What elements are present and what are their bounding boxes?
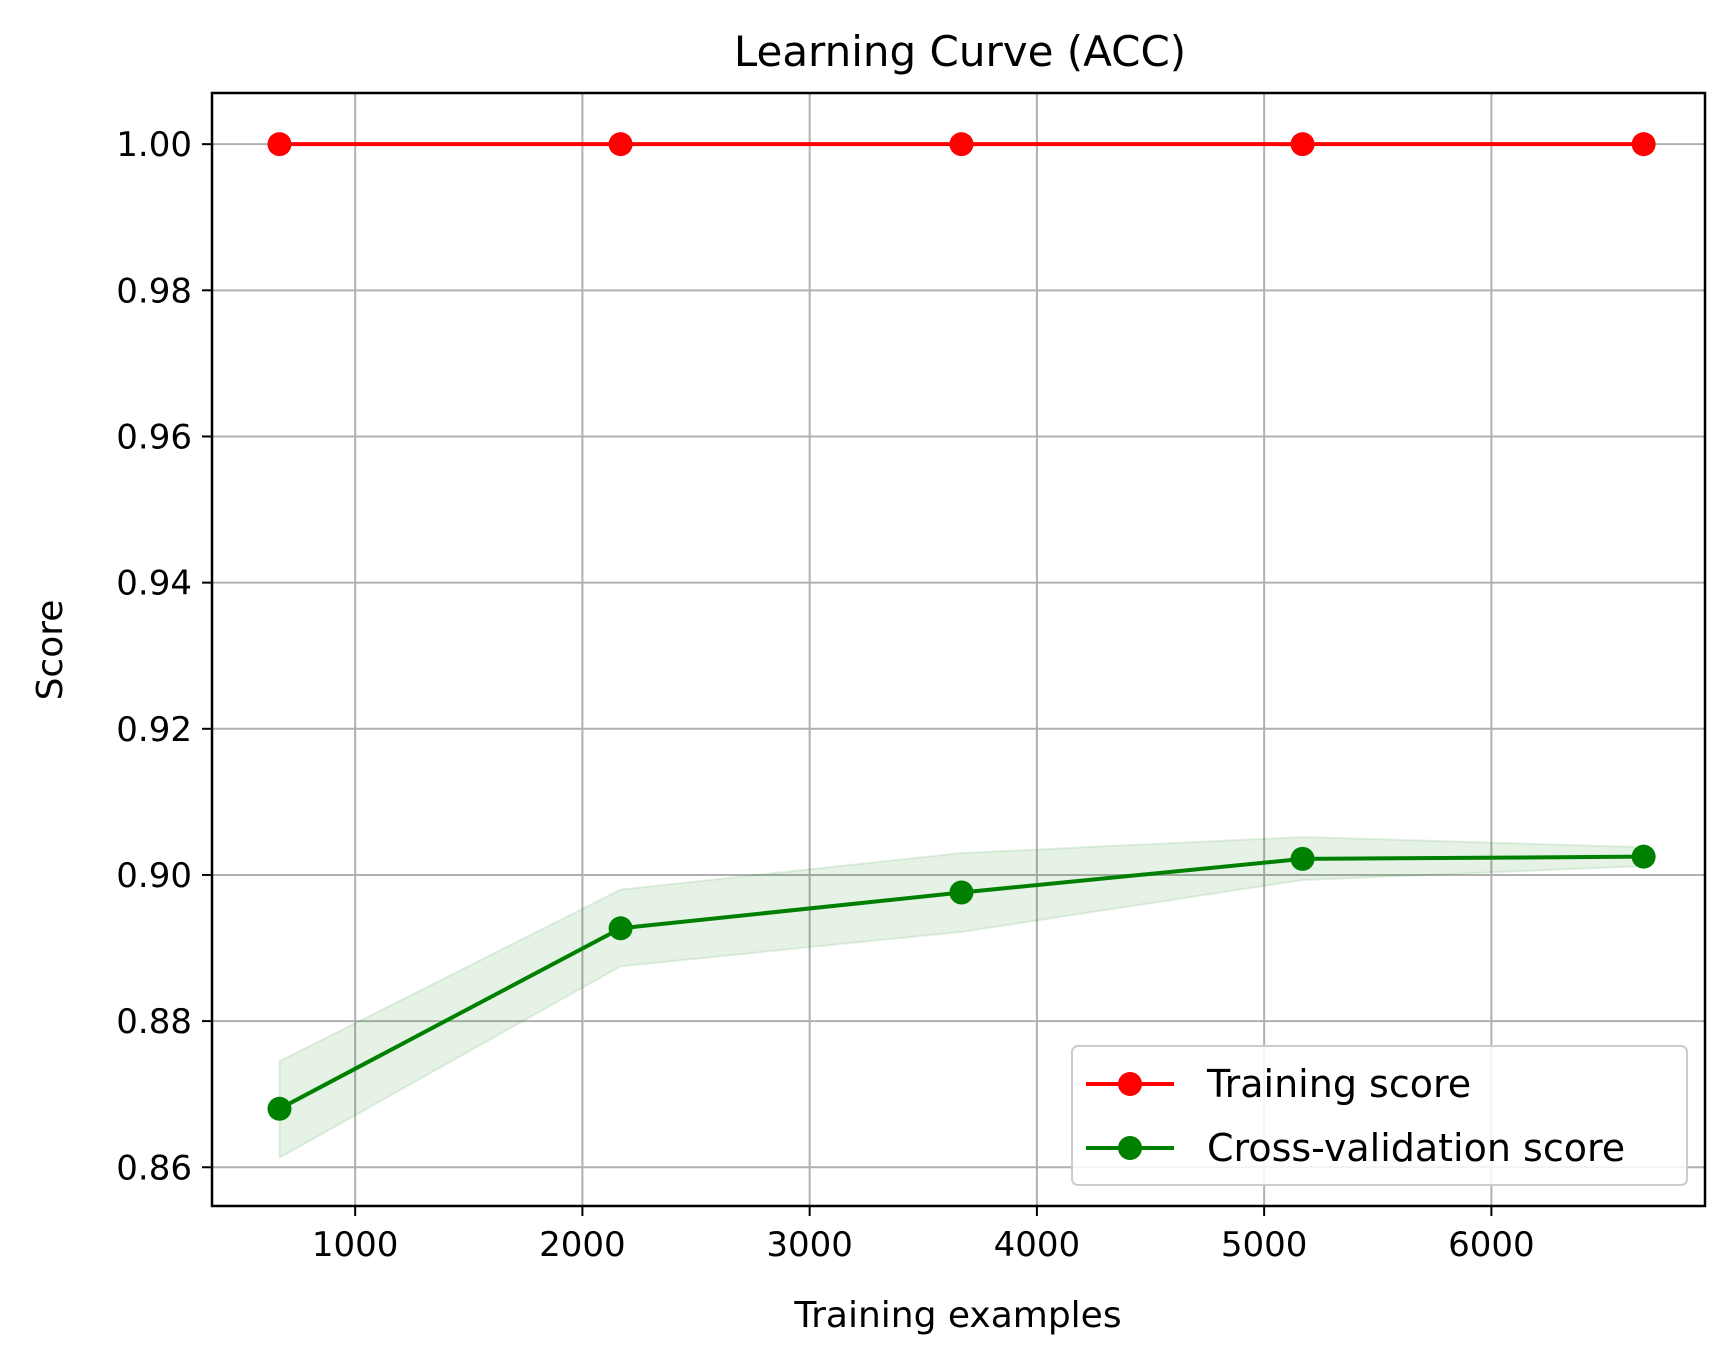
x-axis-label: Training examples: [793, 1295, 1121, 1336]
legend-swatch-marker-training-score: [1118, 1072, 1142, 1096]
y-tick-label-0.96: 0.96: [116, 417, 192, 457]
legend-box: [1071, 1045, 1688, 1186]
training-score-point-4: [1290, 132, 1315, 157]
cross-validation-score-point-1: [267, 1096, 292, 1121]
legend: Training score Cross-validation score: [1071, 1045, 1688, 1186]
x-tick-label-1000: 1000: [312, 1225, 399, 1265]
plot-area-frame: [210, 91, 1707, 1208]
cross-validation-score-point-5: [1631, 844, 1656, 869]
training-score-point-2: [608, 132, 633, 157]
training-score-point-1: [267, 132, 292, 157]
y-tick-label-0.98: 0.98: [116, 271, 192, 311]
training-score-point-3: [949, 132, 974, 157]
x-tick-label-2000: 2000: [539, 1225, 626, 1265]
y-axis-ticks: 0.86 0.88 0.90 0.92 0.94 0.96 0.98 1.00: [116, 125, 212, 1188]
y-tick-label-0.86: 0.86: [116, 1148, 192, 1188]
y-tick-label-0.92: 0.92: [116, 710, 192, 750]
y-tick-label-0.88: 0.88: [116, 1002, 192, 1042]
legend-label-cross-validation-score: Cross-validation score: [1207, 1126, 1625, 1170]
x-tick-label-3000: 3000: [766, 1225, 853, 1265]
y-axis-label: Score: [30, 600, 71, 701]
x-axis-ticks: 1000 2000 3000 4000 5000 6000: [312, 1206, 1535, 1265]
cross-validation-score-point-3: [949, 880, 974, 905]
series-markers: [267, 132, 1656, 1121]
training-score-point-5: [1631, 132, 1656, 157]
x-tick-label-4000: 4000: [994, 1225, 1081, 1265]
cross-validation-score-point-2: [608, 916, 633, 941]
legend-swatch-marker-cross-validation-score: [1118, 1136, 1142, 1160]
y-tick-label-0.94: 0.94: [116, 564, 192, 604]
x-tick-label-6000: 6000: [1448, 1225, 1535, 1265]
cross-validation-score-point-4: [1290, 846, 1315, 871]
y-tick-label-1.00: 1.00: [116, 125, 192, 165]
x-tick-label-5000: 5000: [1221, 1225, 1308, 1265]
chart-title: Learning Curve (ACC): [734, 27, 1186, 76]
legend-label-training-score: Training score: [1206, 1062, 1471, 1106]
y-tick-label-0.90: 0.90: [116, 856, 192, 896]
